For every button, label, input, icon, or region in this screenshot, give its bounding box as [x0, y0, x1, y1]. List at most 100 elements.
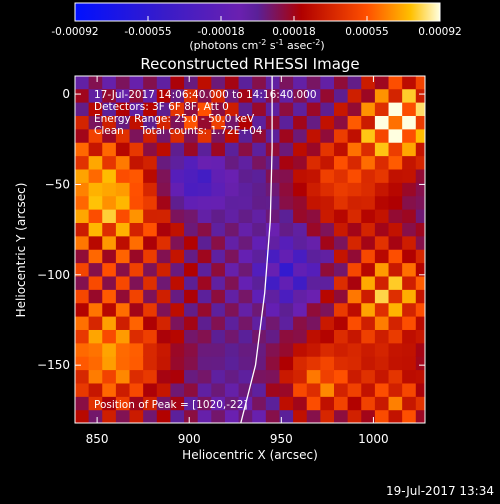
heatmap-cell: [279, 128, 294, 143]
heatmap-cell: [238, 275, 253, 290]
heatmap-cell: [143, 382, 158, 397]
heatmap-cell: [415, 88, 425, 103]
heatmap-cell: [170, 142, 185, 157]
heatmap-cell: [88, 275, 103, 290]
heatmap-cell: [374, 342, 390, 357]
heatmap-cell: [374, 209, 390, 223]
heatmap-cell: [293, 182, 308, 197]
heatmap-cell: [197, 409, 212, 423]
heatmap-cell: [184, 195, 199, 210]
heatmap-cell: [156, 369, 172, 384]
heatmap-cell: [75, 316, 90, 330]
heatmap-cell: [170, 329, 185, 344]
heatmap-cell: [347, 128, 362, 143]
heatmap-cell: [279, 209, 294, 223]
heatmap-cell: [279, 195, 294, 210]
heatmap-cell: [88, 356, 103, 371]
heatmap-cell: [88, 235, 103, 250]
heatmap-cell: [102, 76, 117, 90]
heatmap-cell: [184, 88, 199, 103]
heatmap-cell: [238, 102, 253, 116]
heatmap-cell: [320, 289, 335, 304]
colorbar-tick-label: 0.00055: [345, 26, 388, 38]
heatmap-cell: [129, 155, 144, 170]
heatmap-cell: [388, 249, 403, 264]
heatmap-cell: [347, 182, 362, 197]
heatmap-cell: [197, 235, 212, 250]
heatmap-cell: [361, 76, 376, 90]
colorbar-tick-label: 0.00018: [272, 26, 315, 38]
heatmap-cell: [320, 128, 335, 143]
heatmap-cell: [347, 155, 362, 170]
heatmap-cell: [388, 195, 403, 210]
heatmap-cell: [75, 249, 90, 264]
heatmap-cell: [347, 76, 362, 90]
heatmap-cell: [374, 182, 390, 197]
heatmap-cell: [88, 209, 103, 223]
heatmap-cell: [211, 382, 226, 397]
annotation-block: 17-Jul-2017 14:06:40.000 to 14:16:40.000…: [94, 89, 317, 137]
heatmap-cell: [306, 209, 321, 223]
heatmap-cell: [143, 168, 158, 183]
heatmap-cell: [211, 262, 226, 277]
heatmap-cell: [224, 222, 240, 237]
heatmap-cell: [279, 76, 294, 90]
heatmap-cell: [265, 302, 281, 317]
heatmap-cell: [224, 382, 240, 397]
heatmap-cell: [252, 102, 267, 116]
heatmap-cell: [115, 209, 131, 223]
heatmap-cell: [75, 88, 90, 103]
heatmap-cell: [415, 409, 425, 423]
heatmap-cell: [415, 168, 425, 183]
heatmap-cell: [374, 249, 390, 264]
heatmap-cell: [115, 222, 131, 237]
heatmap-cell: [238, 235, 253, 250]
heatmap-cell: [170, 289, 185, 304]
heatmap-cell: [211, 195, 226, 210]
heatmap-cell: [143, 142, 158, 157]
heatmap-cell: [170, 382, 185, 397]
heatmap-cell: [143, 409, 158, 423]
heatmap-cell: [102, 369, 117, 384]
heatmap-cell: [129, 76, 144, 90]
heatmap-cell: [361, 195, 376, 210]
heatmap-cell: [88, 155, 103, 170]
heatmap-cell: [211, 88, 226, 103]
heatmap-cell: [184, 249, 199, 264]
heatmap-cell: [252, 182, 267, 197]
heatmap-cell: [238, 316, 253, 330]
y-tick-label: −150: [37, 358, 70, 372]
heatmap-cell: [129, 382, 144, 397]
heatmap-cell: [388, 88, 403, 103]
heatmap-cell: [129, 195, 144, 210]
heatmap-cell: [156, 222, 172, 237]
heatmap-cell: [88, 342, 103, 357]
heatmap-cell: [306, 329, 321, 344]
heatmap-cell: [184, 316, 199, 330]
heatmap-cell: [415, 316, 425, 330]
heatmap-cell: [374, 195, 390, 210]
heatmap-cell: [197, 168, 212, 183]
heatmap-cell: [102, 168, 117, 183]
heatmap-cell: [75, 209, 90, 223]
heatmap-cell: [75, 76, 90, 90]
heatmap-cell: [197, 209, 212, 223]
heatmap-cell: [184, 102, 199, 116]
heatmap-cell: [306, 128, 321, 143]
heatmap-cell: [306, 182, 321, 197]
heatmap-cell: [279, 235, 294, 250]
colorbar-gradient: [74, 2, 441, 22]
heatmap-cell: [184, 262, 199, 277]
heatmap-cell: [402, 356, 417, 371]
heatmap-cell: [197, 316, 212, 330]
heatmap-cell: [361, 369, 376, 384]
heatmap-cell: [415, 249, 425, 264]
heatmap-cell: [184, 155, 199, 170]
heatmap-cell: [143, 316, 158, 330]
heatmap-cell: [293, 409, 308, 423]
heatmap-cell: [293, 115, 308, 130]
heatmap-cell: [224, 115, 240, 130]
heatmap-cell: [143, 76, 158, 90]
heatmap-cell: [402, 142, 417, 157]
x-tick-label: 850: [86, 432, 109, 446]
